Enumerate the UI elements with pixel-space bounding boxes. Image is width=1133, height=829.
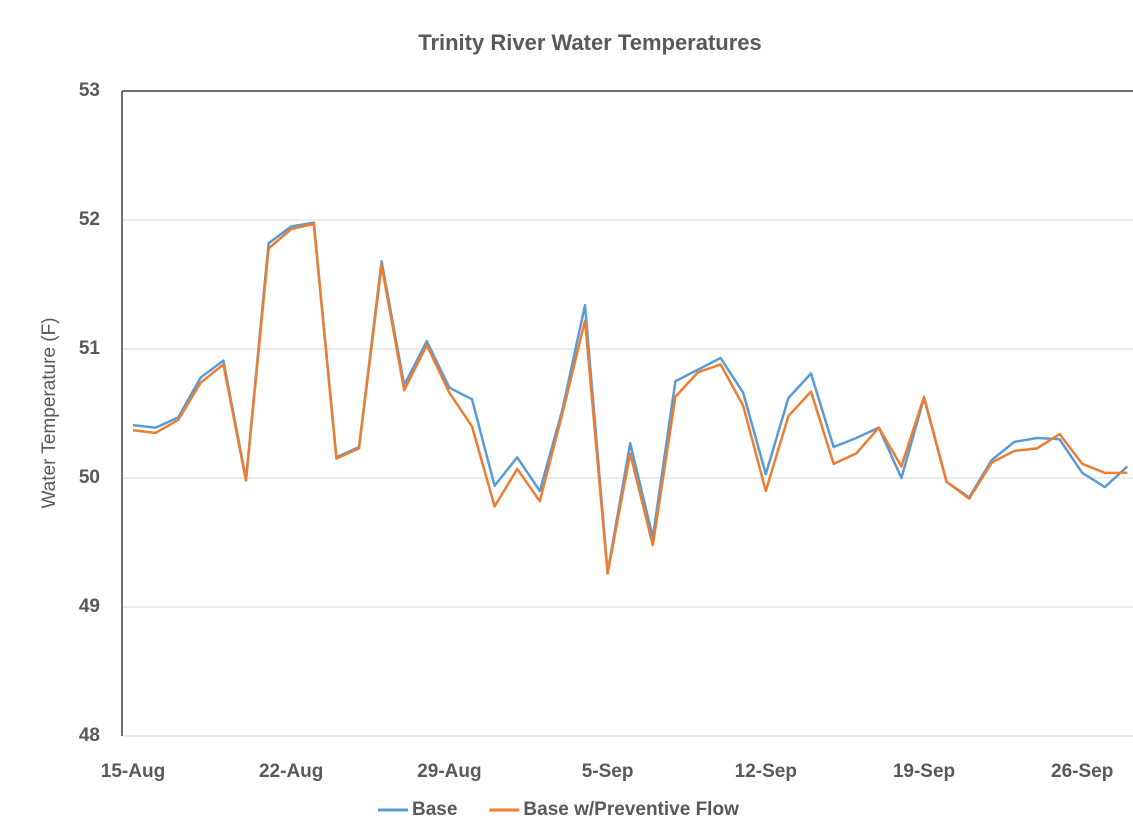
- x-tick-label: 15-Aug: [101, 761, 165, 782]
- x-tick-label: 12-Sep: [735, 761, 797, 782]
- chart-title: Trinity River Water Temperatures: [418, 30, 762, 55]
- x-tick-label: 29-Aug: [417, 761, 481, 782]
- x-tick-label: 22-Aug: [259, 761, 323, 782]
- y-axis-label: Water Temperature (F): [39, 317, 60, 508]
- y-tick-label: 52: [79, 209, 100, 230]
- x-tick-label: 26-Sep: [1051, 761, 1113, 782]
- y-tick-label: 50: [79, 467, 100, 488]
- legend-label: Base w/Preventive Flow: [523, 799, 739, 820]
- x-tick-label: 19-Sep: [893, 761, 955, 782]
- y-tick-label: 49: [79, 596, 100, 617]
- series-line: [132, 222, 1128, 575]
- y-tick-label: 48: [79, 725, 100, 746]
- y-tick-label: 51: [79, 338, 101, 359]
- x-tick-label: 5-Sep: [582, 761, 634, 782]
- y-tick-label: 53: [79, 80, 100, 101]
- legend-label: Base: [412, 799, 457, 820]
